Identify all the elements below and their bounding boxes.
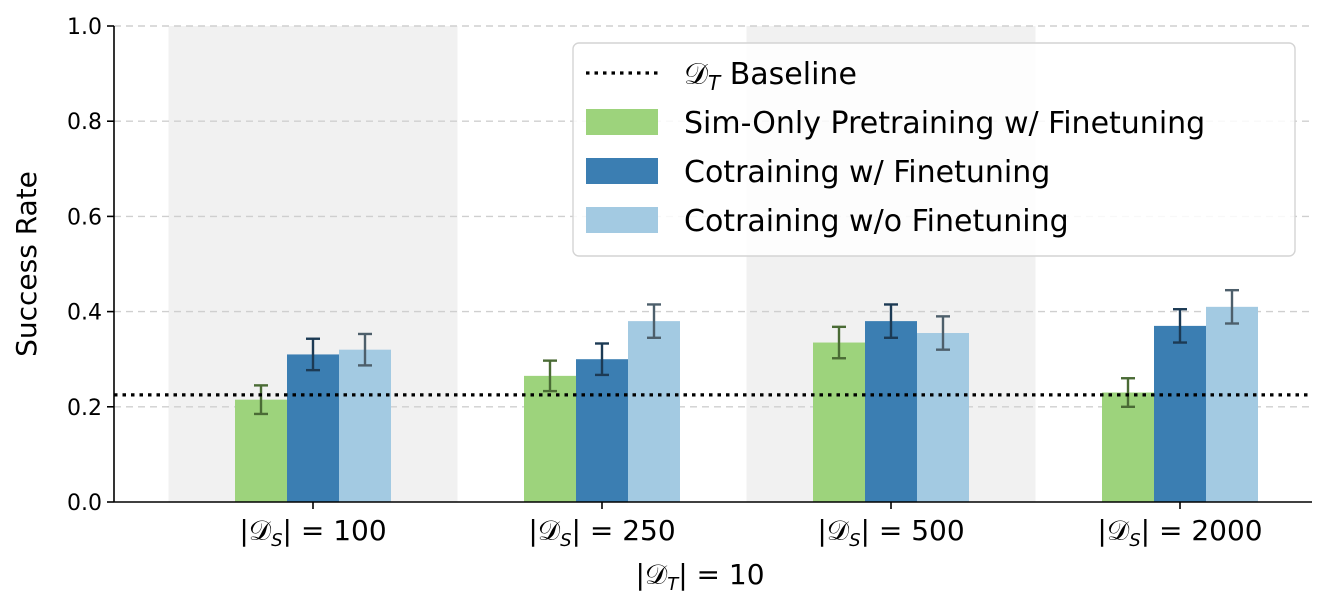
bar-0-1	[524, 375, 576, 502]
y-tick-label: 0.8	[67, 110, 102, 135]
error-bar-1-3	[1173, 308, 1187, 344]
legend-frame	[572, 42, 1296, 257]
bar-0-0	[235, 399, 287, 502]
bar-1-1	[576, 359, 628, 502]
legend-label-1: Cotraining w/ Finetuning	[684, 155, 1050, 190]
y-tick-label: 1.0	[67, 15, 102, 40]
y-tick-label: 0.0	[67, 491, 102, 516]
error-bar-0-2	[832, 325, 846, 360]
x-tick-labels: |𝒟S| = 100 |𝒟S| = 250 |𝒟S| = 500 |𝒟S| = 200…	[239, 502, 1263, 551]
error-bar-1-1	[595, 342, 609, 377]
error-bar-0-0	[254, 384, 268, 416]
legend-swatch-1	[586, 158, 658, 184]
y-ticks: 0.0 0.2 0.4 0.6 0.8 1.0	[67, 15, 114, 516]
bar-2-2	[917, 333, 969, 502]
bar-1-3	[1154, 325, 1206, 502]
legend: 𝒟T Baseline Sim-Only Pretraining w/ Finet…	[572, 42, 1296, 257]
error-bar-2-1	[647, 303, 661, 339]
bar-2-1	[628, 321, 680, 502]
legend-label-2: Cotraining w/o Finetuning	[684, 204, 1069, 239]
x-axis-title: |𝒟T| = 10	[635, 558, 764, 595]
legend-swatch-2	[586, 207, 658, 233]
bar-2-0	[339, 349, 391, 502]
bar-2-3	[1206, 306, 1258, 502]
error-bar-1-2	[884, 303, 898, 339]
legend-swatch-0	[586, 109, 658, 135]
error-bar-0-1	[543, 359, 557, 393]
error-bars	[254, 288, 1239, 416]
error-bar-2-2	[936, 315, 950, 351]
bars	[235, 306, 1258, 502]
error-bar-2-0	[358, 332, 372, 367]
y-tick-label: 0.6	[67, 205, 102, 230]
bar-0-2	[813, 342, 865, 502]
x-tick-label-0: |𝒟S| = 100	[239, 514, 386, 551]
x-tick-label-1: |𝒟S| = 250	[528, 514, 675, 551]
bar-1-2	[865, 321, 917, 502]
x-tick-label-3: |𝒟S| = 2000	[1097, 514, 1262, 551]
legend-label-0: Sim-Only Pretraining w/ Finetuning	[684, 106, 1205, 141]
legend-label-baseline: 𝒟T Baseline	[684, 57, 857, 95]
bar-0-3	[1102, 392, 1154, 502]
bar-1-0	[287, 354, 339, 502]
error-bar-1-0	[306, 337, 320, 372]
y-tick-label: 0.2	[67, 396, 102, 421]
y-axis-title: Success Rate	[10, 171, 43, 357]
x-tick-label-2: |𝒟S| = 500	[817, 514, 964, 551]
y-tick-label: 0.4	[67, 301, 102, 326]
error-bar-2-3	[1225, 288, 1239, 325]
error-bar-0-3	[1121, 377, 1135, 408]
